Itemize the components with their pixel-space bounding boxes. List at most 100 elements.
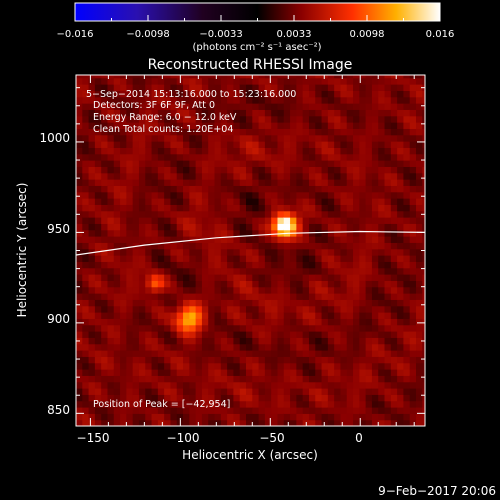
heatmap-cell [365,160,373,167]
heatmap-cell [189,103,197,110]
heatmap-cell [239,394,247,402]
heatmap-cell [101,362,109,370]
heatmap-cell [195,166,203,174]
heatmap-cell [113,394,121,402]
heatmap-cell [416,274,423,281]
heatmap-cell [384,128,392,136]
heatmap-cell [346,369,354,376]
heatmap-cell [390,312,398,319]
heatmap-cell [422,369,425,376]
heatmap-cell [164,179,172,186]
heatmap-cell [138,362,146,370]
heatmap-cell [365,191,373,199]
heatmap-cell [277,248,285,256]
heatmap-cell [403,179,411,186]
heatmap-cell [176,381,184,389]
heatmap-cell [138,179,146,186]
heatmap-cell [277,96,285,104]
heatmap-cell [321,407,329,414]
heatmap-cell [409,318,417,326]
heatmap-cell [359,160,367,167]
heatmap-cell [271,147,279,155]
heatmap-cell [327,115,335,123]
heatmap-cell [176,248,184,256]
heatmap-cell [365,413,373,421]
heatmap-cell [353,166,360,174]
heatmap-cell [132,286,140,294]
heatmap-cell [264,75,272,79]
heatmap-cell [264,236,272,243]
heatmap-cell [290,388,297,395]
heatmap-cell [302,128,310,136]
heatmap-cell [302,77,310,85]
heatmap-cell [157,419,165,426]
heatmap-cell [189,96,197,104]
heatmap-cell [390,75,398,79]
heatmap-cell [94,147,102,155]
heatmap-cell [422,413,425,421]
heatmap-cell [201,407,209,414]
heatmap-cell [170,331,178,338]
heatmap-cell [296,255,304,262]
heatmap-cell [138,210,146,218]
heatmap-cell [246,350,253,357]
heatmap-cell [353,153,360,161]
heatmap-cell [214,210,222,218]
info-time-range: 5−Sep−2014 15:13:16.000 to 15:23:16.000 [86,89,296,100]
heatmap-cell [384,312,392,319]
heatmap-cell [126,381,134,389]
heatmap-cell [252,185,260,193]
heatmap-cell [397,210,405,218]
heatmap-cell [258,394,266,402]
heatmap-cell [416,75,423,79]
heatmap-cell [113,255,121,262]
heatmap-cell [327,96,335,104]
heatmap-cell [340,84,348,91]
heatmap-cell [120,362,127,370]
heatmap-cell [302,356,310,364]
heatmap-cell [378,394,386,402]
heatmap-cell [264,356,272,364]
heatmap-cell [113,248,121,256]
heatmap-cell [208,141,216,148]
heatmap-cell [346,274,354,281]
heatmap-cell [145,204,153,212]
heatmap-cell [82,147,90,155]
heatmap-cell [308,115,316,123]
heatmap-cell [271,324,279,332]
heatmap-cell [264,274,272,281]
heatmap-cell [170,204,178,212]
heatmap-cell [239,160,247,167]
heatmap-cell [164,210,172,218]
heatmap-cell [132,255,140,262]
heatmap-cell [315,400,323,408]
heatmap-cell [403,331,411,338]
heatmap-cell [416,109,423,117]
heatmap-cell [416,324,423,332]
heatmap-cell [403,229,411,237]
heatmap-cell [120,286,127,294]
heatmap-cell [227,103,235,110]
heatmap-cell [290,242,297,250]
heatmap-cell [214,413,222,421]
heatmap-cell [334,153,342,161]
heatmap-cell [164,160,172,167]
heatmap-cell [359,375,367,383]
heatmap-cell [208,128,216,136]
heatmap-cell [157,223,165,231]
heatmap-cell [422,324,425,332]
heatmap-cell [157,204,165,212]
heatmap-cell [390,153,398,161]
heatmap-cell [201,103,209,110]
heatmap-cell [321,77,329,85]
heatmap-cell [315,369,323,376]
heatmap-cell [346,223,354,231]
heatmap-cell [353,324,360,332]
heatmap-cell [334,242,342,250]
heatmap-cell [195,337,203,345]
heatmap-cell [151,179,159,186]
heatmap-cell [145,191,153,199]
heatmap-cell [365,419,373,426]
heatmap-cell [94,337,102,345]
heatmap-cell [120,210,127,218]
